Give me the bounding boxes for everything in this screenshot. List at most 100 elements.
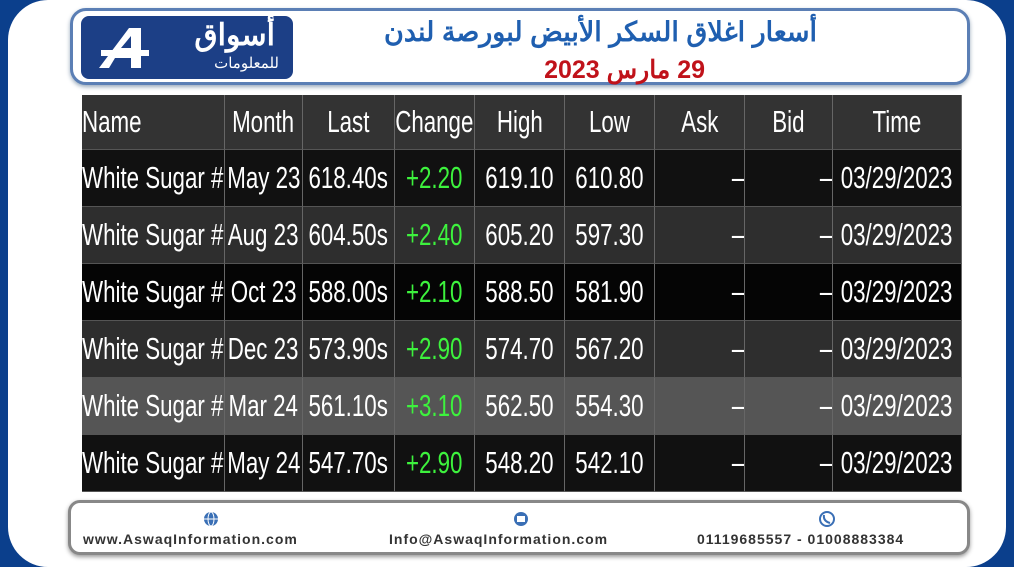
table-cell: 03/29/2023	[833, 435, 962, 492]
cell-text: 03/29/2023	[841, 274, 953, 309]
table-cell: Aug 23	[225, 207, 303, 264]
cell-text: +2.90	[406, 331, 463, 366]
cell-text: 547.70s	[308, 445, 389, 480]
cell-text: –	[731, 217, 744, 252]
cell-text: –	[819, 217, 832, 252]
website: www.AswaqInformation.com	[83, 531, 298, 547]
cell-text: Oct 23	[230, 274, 297, 309]
table-cell: 542.10	[565, 435, 655, 492]
cell-text: White Sugar #5	[82, 274, 225, 309]
phone: 01119685557 - 01008883384	[697, 531, 905, 547]
cell-text: 581.90	[575, 274, 644, 309]
table-cell: –	[655, 321, 745, 378]
table-cell: White Sugar #5	[82, 321, 225, 378]
logo-name: أسواق	[194, 19, 275, 52]
table-cell: May 23	[225, 150, 303, 207]
cell-text: Low	[589, 104, 630, 139]
cell-text: 548.20	[485, 445, 554, 480]
table-cell: 03/29/2023	[833, 378, 962, 435]
cell-text: –	[819, 160, 832, 195]
table-cell: White Sugar #5	[82, 150, 225, 207]
email-icon	[514, 512, 528, 526]
cell-text: 03/29/2023	[841, 388, 953, 423]
table-cell: 581.90	[565, 264, 655, 321]
table-cell: +2.10	[395, 264, 475, 321]
cell-text: –	[819, 388, 832, 423]
cell-text: White Sugar #5	[82, 388, 225, 423]
cell-text: 574.70	[485, 331, 554, 366]
cell-text: White Sugar #5	[82, 217, 225, 252]
column-header: High	[475, 95, 565, 150]
cell-text: White Sugar #5	[82, 445, 225, 480]
table-cell: –	[655, 435, 745, 492]
table-cell: –	[745, 207, 833, 264]
column-header: Month	[225, 95, 303, 150]
column-header: Name	[82, 95, 225, 150]
cell-text: 588.00s	[308, 274, 389, 309]
table-cell: +2.90	[395, 321, 475, 378]
table-cell: 574.70	[475, 321, 565, 378]
table-cell: Oct 23	[225, 264, 303, 321]
table-cell: –	[745, 264, 833, 321]
cell-text: 573.90s	[308, 331, 389, 366]
cell-text: Mar 24	[228, 388, 299, 423]
table-cell: 562.50	[475, 378, 565, 435]
cell-text: May 23	[226, 160, 301, 195]
table-cell: 610.80	[565, 150, 655, 207]
cell-text: –	[731, 274, 744, 309]
date: 29 مارس 2023	[544, 56, 705, 84]
cell-text: White Sugar #5	[82, 331, 225, 366]
table-cell: 573.90s	[303, 321, 395, 378]
table-cell: –	[745, 150, 833, 207]
cell-text: 554.30	[575, 388, 644, 423]
cell-text: 619.10	[485, 160, 554, 195]
column-header: Time	[833, 95, 962, 150]
column-header: Last	[303, 95, 395, 150]
column-header: Bid	[745, 95, 833, 150]
table-row: White Sugar #5 Oct 23 588.00s +2.10 588.50 58…	[82, 264, 962, 321]
table-cell: –	[745, 435, 833, 492]
table-row: White Sugar #5 Dec 23 573.90s +2.90 574.70 56…	[82, 321, 962, 378]
table-row: White Sugar #5 Aug 23 604.50s +2.40 605.20 59…	[82, 207, 962, 264]
cell-text: High	[496, 104, 543, 139]
table-cell: 567.20	[565, 321, 655, 378]
table-cell: 03/29/2023	[833, 150, 962, 207]
cell-text: 03/29/2023	[841, 160, 953, 195]
cell-text: –	[731, 388, 744, 423]
cell-text: 03/29/2023	[841, 331, 953, 366]
cell-text: Change	[395, 104, 474, 139]
table-row: White Sugar #5 Mar 24 561.10s +3.10 562.50 55…	[82, 378, 962, 435]
table-cell: –	[745, 378, 833, 435]
cell-text: 610.80	[575, 160, 644, 195]
table-cell: 561.10s	[303, 378, 395, 435]
cell-text: +2.40	[406, 217, 463, 252]
table-cell: 588.00s	[303, 264, 395, 321]
table-cell: 597.30	[565, 207, 655, 264]
cell-text: 03/29/2023	[841, 445, 953, 480]
cell-text: 597.30	[575, 217, 644, 252]
cell-text: 588.50	[485, 274, 554, 309]
table-cell: +2.20	[395, 150, 475, 207]
cell-text: –	[731, 331, 744, 366]
table-cell: 605.20	[475, 207, 565, 264]
column-header: Change	[395, 95, 475, 150]
table-row: White Sugar #5 May 24 547.70s +2.90 548.20 54…	[82, 435, 962, 492]
table-cell: White Sugar #5	[82, 435, 225, 492]
table-cell: 604.50s	[303, 207, 395, 264]
cell-text: +2.10	[406, 274, 463, 309]
table-cell: Mar 24	[225, 378, 303, 435]
title: أسعار اغلاق السكر الأبيض لبورصة لندن	[383, 17, 817, 47]
table-cell: 548.20	[475, 435, 565, 492]
header: أسواق للمعلومات أسعار اغلاق السكر الأبيض…	[70, 8, 970, 85]
table-cell: White Sugar #5	[82, 378, 225, 435]
table-cell: –	[655, 264, 745, 321]
table-cell: 554.30	[565, 378, 655, 435]
cell-text: Time	[872, 104, 922, 139]
table-cell: +2.90	[395, 435, 475, 492]
cell-text: –	[731, 445, 744, 480]
table-cell: –	[655, 150, 745, 207]
cell-text: 03/29/2023	[841, 217, 953, 252]
cell-text: Bid	[772, 104, 805, 139]
cell-text: 605.20	[485, 217, 554, 252]
cell-text: Ask	[680, 104, 719, 139]
